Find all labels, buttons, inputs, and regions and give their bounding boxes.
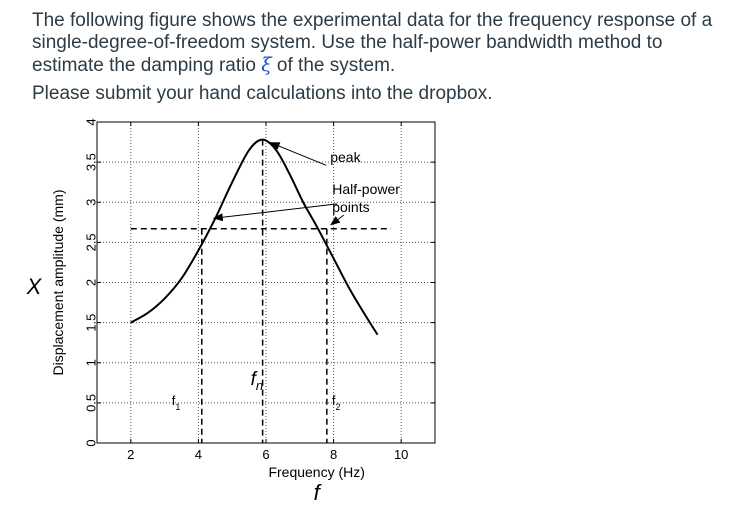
- y-tick-label: 1.5: [84, 314, 99, 332]
- y-tick-label: 0: [84, 439, 99, 446]
- y-tick-label: 3.5: [84, 153, 99, 171]
- response-curve: [130, 138, 379, 336]
- f1-label: f1: [172, 393, 181, 412]
- y-axis-symbol: X: [26, 274, 43, 299]
- y-axis-label: Displacement amplitude (mm): [50, 190, 66, 376]
- x-axis-symbol: f: [314, 480, 323, 505]
- x-tick-label: 8: [330, 447, 337, 462]
- peak-label: peak: [330, 149, 361, 165]
- y-tick-label: 3: [84, 199, 99, 206]
- question-line-2: single-degree-of-freedom system. Use the…: [32, 32, 663, 53]
- half-power-guides: [130, 139, 392, 443]
- x-tick-label: 4: [195, 447, 202, 462]
- x-tick-label: 6: [262, 447, 269, 462]
- tick-labels: 2 4 6 8 10 0 0.5 1 1.5 2 2.5 3 3.5 4: [84, 118, 409, 462]
- half-power-label-line2: points: [332, 199, 369, 215]
- question-line-1: The following figure shows the experimen…: [32, 10, 713, 31]
- question-line-3-post: of the system.: [271, 55, 396, 76]
- peak-arrow: [269, 142, 327, 166]
- y-tick-label: 1: [84, 359, 99, 366]
- half-power-arrow-1: [212, 203, 338, 222]
- x-axis-label: Frequency (Hz): [268, 464, 364, 480]
- y-tick-label: 2.5: [84, 233, 99, 251]
- question-text: The following figure shows the experimen…: [32, 10, 732, 105]
- half-power-arrow-2: [330, 214, 345, 226]
- question-line-4: Please submit your hand calculations int…: [32, 83, 493, 104]
- half-power-label-line1: Half-power: [332, 181, 400, 197]
- annotations: peak Half-power points f1 f2 fn: [172, 142, 400, 412]
- x-tick-label: 2: [127, 447, 134, 462]
- x-tick-label: 10: [394, 447, 408, 462]
- damping-ratio-symbol: ξ: [261, 54, 272, 76]
- y-tick-label: 0.5: [84, 394, 99, 412]
- y-tick-label: 4: [84, 118, 99, 125]
- axes: [96, 121, 436, 444]
- fn-label: fn: [251, 369, 264, 393]
- question-line-3: estimate the damping ratio ξ of the syst…: [32, 54, 732, 77]
- y-tick-label: 2: [84, 279, 99, 286]
- response-curve-line: [130, 138, 379, 336]
- f2-label: f2: [332, 393, 341, 412]
- question-line-3-pre: estimate the damping ratio: [32, 55, 262, 76]
- grid: [97, 121, 435, 444]
- axis-labels: Frequency (Hz)f Displacement amplitude (m…: [26, 190, 365, 505]
